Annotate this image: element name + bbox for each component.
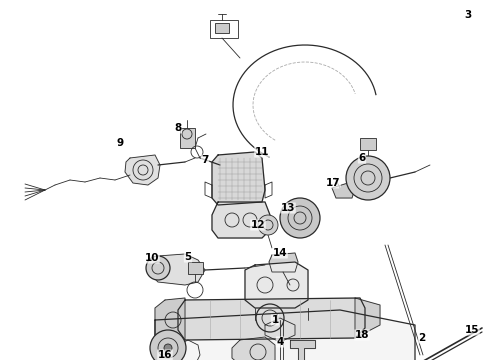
- Circle shape: [150, 330, 186, 360]
- Circle shape: [346, 156, 390, 200]
- Polygon shape: [212, 152, 265, 205]
- Polygon shape: [290, 340, 315, 360]
- Text: 1: 1: [271, 315, 279, 325]
- Circle shape: [258, 215, 278, 235]
- Circle shape: [164, 344, 172, 352]
- Bar: [215, 23, 229, 33]
- Polygon shape: [155, 298, 185, 342]
- Text: 8: 8: [174, 123, 182, 133]
- Text: 2: 2: [418, 333, 426, 343]
- Bar: [188, 262, 203, 274]
- Polygon shape: [155, 310, 415, 360]
- Text: 3: 3: [465, 10, 472, 20]
- Text: 14: 14: [273, 248, 287, 258]
- Bar: [210, 20, 238, 38]
- Polygon shape: [355, 298, 380, 338]
- Bar: [180, 128, 195, 148]
- Text: 16: 16: [158, 350, 172, 360]
- Polygon shape: [212, 202, 270, 238]
- Polygon shape: [265, 318, 295, 342]
- Text: 5: 5: [184, 252, 192, 262]
- Text: 9: 9: [117, 138, 123, 148]
- Text: 10: 10: [145, 253, 159, 263]
- Text: 6: 6: [358, 153, 366, 163]
- Polygon shape: [148, 254, 205, 285]
- Text: 4: 4: [276, 337, 284, 347]
- Text: 15: 15: [465, 325, 479, 335]
- Circle shape: [280, 198, 320, 238]
- Polygon shape: [125, 155, 160, 185]
- Polygon shape: [332, 183, 355, 198]
- Circle shape: [146, 256, 170, 280]
- Text: 12: 12: [251, 220, 265, 230]
- Polygon shape: [232, 337, 275, 360]
- Text: 18: 18: [355, 330, 369, 340]
- Polygon shape: [269, 253, 298, 272]
- Text: 11: 11: [255, 147, 269, 157]
- Text: 13: 13: [281, 203, 295, 213]
- Text: 17: 17: [326, 178, 341, 188]
- Bar: [360, 138, 376, 150]
- Polygon shape: [178, 298, 365, 340]
- Text: 7: 7: [201, 155, 209, 165]
- Polygon shape: [245, 262, 308, 308]
